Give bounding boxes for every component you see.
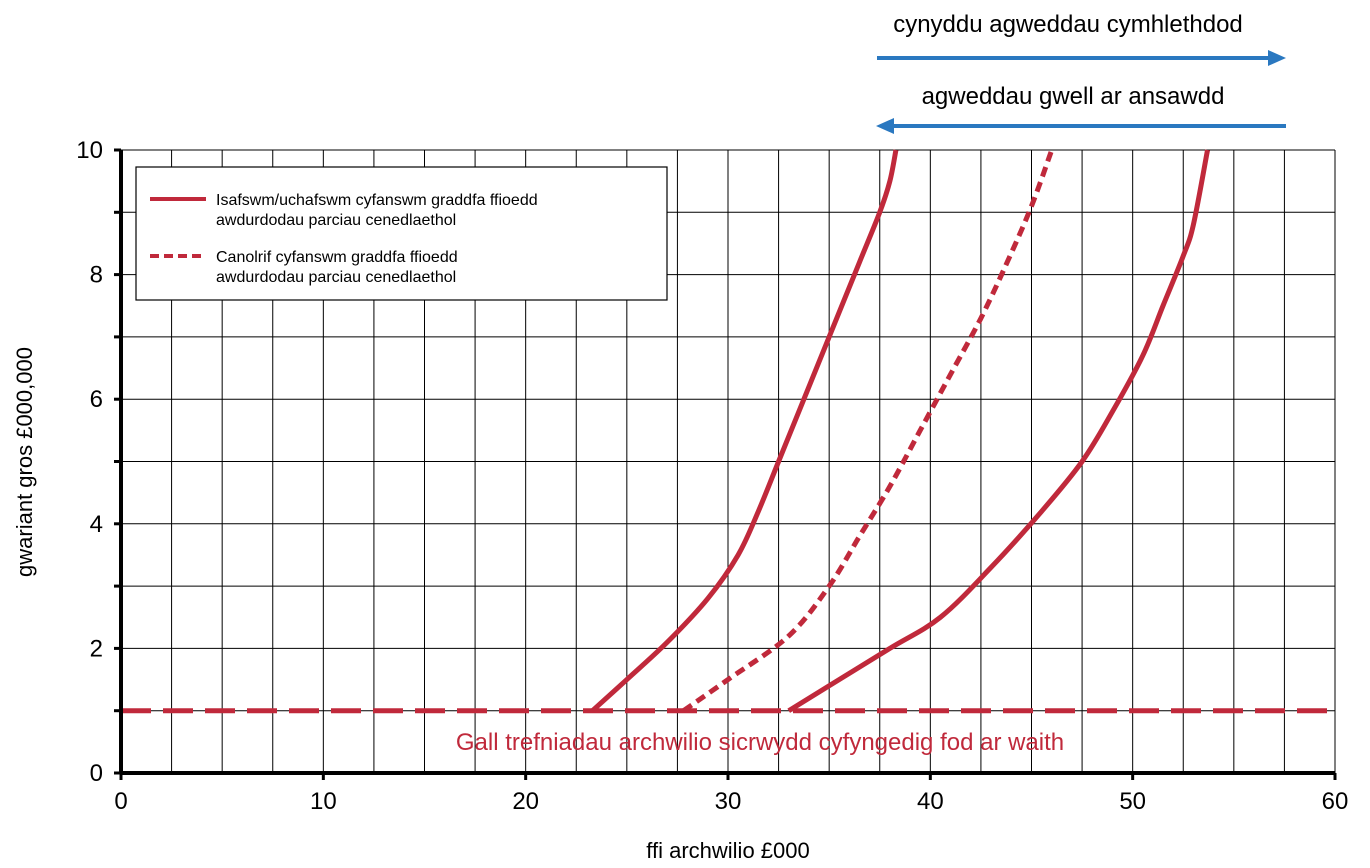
threshold-annotation: Gall trefniadau archwilio sicrwydd cyfyn… [456, 729, 1064, 756]
arrow-left-head [876, 118, 894, 134]
series-line-dashed [682, 149, 1055, 713]
x-tick-label: 20 [512, 788, 539, 815]
legend: Isafswm/uchafswm cyfanswm graddfa ffioed… [135, 166, 668, 301]
y-tick-label: 0 [90, 760, 103, 787]
legend-label-dashed-line2: awdurdodau parciau cenedlaethol [216, 269, 456, 286]
arrow-left: agweddau gwell ar ansawdd [876, 83, 1286, 134]
y-tick-label: 8 [90, 262, 103, 289]
y-tick-label: 4 [90, 511, 103, 538]
y-axis-label: gwariant gros £000,000 [12, 347, 37, 577]
x-axis-label: ffi archwilio £000 [646, 838, 809, 863]
series-line-solid [590, 149, 899, 713]
arrow-left-label: agweddau gwell ar ansawdd [922, 83, 1225, 110]
legend-label-solid-line2: awdurdodau parciau cenedlaethol [216, 212, 456, 229]
legend-label-dashed-line1: Canolrif cyfanswm graddfa ffioedd [216, 249, 458, 266]
arrow-right-head [1268, 50, 1286, 66]
x-tick-label: 50 [1119, 788, 1146, 815]
legend-label-solid-line1: Isafswm/uchafswm cyfanswm graddfa ffioed… [216, 192, 538, 209]
y-tick-label: 2 [90, 635, 103, 662]
series-line-solid [787, 149, 1210, 713]
x-tick-label: 10 [310, 788, 337, 815]
legend-box [135, 166, 668, 301]
axes [114, 148, 1337, 780]
y-tick-label: 10 [76, 137, 103, 164]
tick-labels: 0 10 20 30 40 50 60 0 2 4 6 8 10 [76, 137, 1348, 815]
y-tick-label: 6 [90, 386, 103, 413]
x-tick-label: 30 [715, 788, 742, 815]
x-tick-label: 0 [114, 788, 127, 815]
x-tick-label: 40 [917, 788, 944, 815]
arrow-right-label: cynyddu agweddau cymhlethdod [893, 11, 1243, 38]
arrow-right: cynyddu agweddau cymhlethdod [877, 11, 1286, 66]
x-tick-label: 60 [1322, 788, 1349, 815]
curves-group [590, 149, 1210, 713]
